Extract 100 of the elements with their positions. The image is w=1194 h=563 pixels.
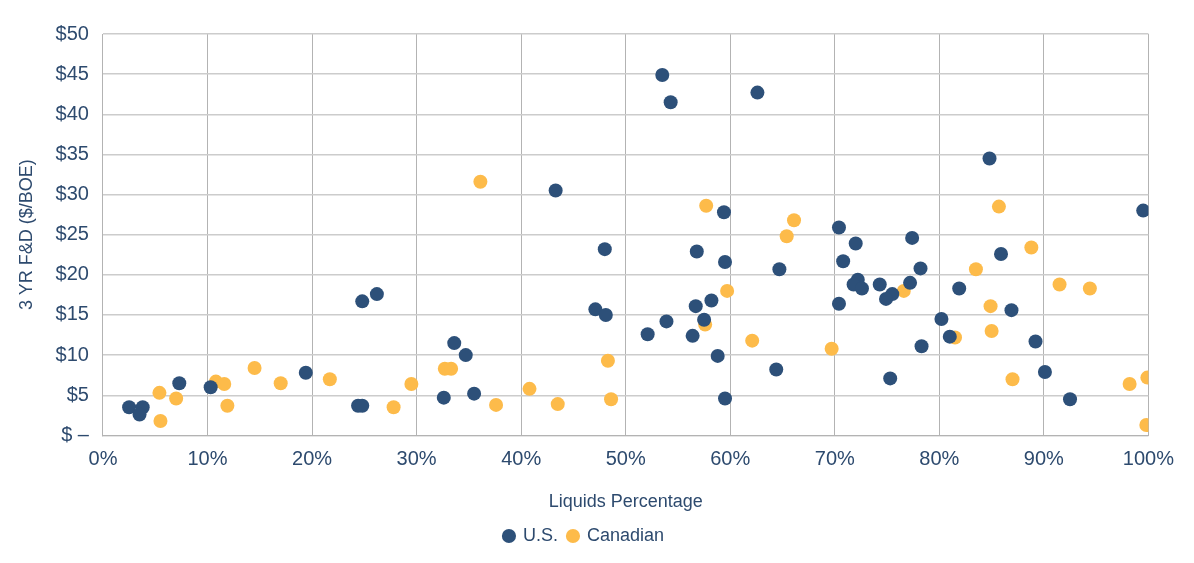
point (704, 293, 719, 308)
y-tick-label: $10 (55, 342, 89, 365)
x-tick-label: 20% (292, 446, 333, 469)
point (772, 262, 787, 277)
x-tick-label: 40% (501, 446, 542, 469)
point (247, 360, 262, 375)
point (982, 151, 997, 166)
point (1004, 303, 1019, 318)
point (447, 336, 462, 351)
point (831, 296, 846, 311)
point (169, 391, 184, 406)
x-tick-label: 70% (814, 446, 856, 469)
point (273, 376, 288, 391)
point (1005, 372, 1020, 387)
point (718, 391, 733, 406)
y-tick-label: $15 (55, 302, 89, 325)
x-tick-label: 30% (396, 446, 437, 469)
point (745, 333, 760, 348)
point (689, 244, 704, 259)
point (355, 294, 370, 309)
x-tick-label: 0% (88, 446, 118, 469)
point (132, 407, 147, 422)
point (597, 242, 612, 257)
point (1052, 277, 1067, 292)
point (436, 390, 451, 405)
point (716, 205, 731, 220)
point (404, 377, 419, 392)
x-tick-label: 10% (187, 446, 228, 469)
point (369, 287, 384, 302)
point (1122, 377, 1137, 392)
y-tick-label: $40 (55, 101, 89, 124)
point (122, 400, 137, 415)
point (203, 380, 218, 395)
point (710, 348, 725, 363)
point (688, 299, 703, 314)
point (217, 377, 232, 392)
point (779, 229, 794, 244)
y-tick-label: $35 (55, 141, 89, 164)
point (640, 327, 655, 342)
point (298, 365, 313, 380)
point (1082, 281, 1097, 296)
point (697, 312, 712, 327)
point (994, 246, 1009, 261)
point (604, 392, 619, 407)
point (153, 413, 168, 428)
y-tick-label: $ – (61, 422, 90, 445)
y-tick-label: $30 (55, 182, 89, 205)
point (473, 174, 488, 189)
point (588, 302, 603, 317)
point (991, 199, 1006, 214)
y-tick-label: $20 (55, 262, 89, 285)
y-axis-title: 3 YR F&D ($/BOE) (15, 159, 36, 311)
point (220, 398, 235, 413)
point (598, 307, 613, 322)
point (1063, 392, 1078, 407)
point (1028, 334, 1043, 349)
point (699, 198, 714, 213)
point (655, 67, 670, 82)
point (685, 328, 700, 343)
point (467, 386, 482, 401)
point (952, 281, 967, 296)
point (824, 341, 839, 356)
point (152, 385, 167, 400)
point (548, 183, 563, 198)
point (663, 95, 678, 110)
point (386, 400, 401, 415)
point (522, 381, 537, 396)
point (489, 397, 504, 412)
x-axis-title: Liquids Percentage (548, 491, 703, 512)
point (750, 85, 765, 100)
point (787, 213, 802, 228)
point (848, 236, 863, 251)
point (914, 339, 929, 354)
point (913, 261, 928, 276)
point (903, 275, 918, 290)
point (550, 397, 565, 412)
point (1136, 203, 1149, 218)
point (905, 230, 920, 245)
y-tick-label: $25 (55, 222, 89, 245)
point (942, 329, 957, 344)
point (720, 283, 735, 298)
x-tick-label: 80% (919, 446, 960, 469)
point (322, 372, 337, 387)
point (879, 291, 894, 306)
point (659, 314, 674, 329)
x-tick-label: 90% (1023, 446, 1065, 469)
point (769, 362, 784, 377)
point (1037, 364, 1052, 379)
y-tick-label: $5 (66, 382, 89, 405)
y-tick-label: $45 (55, 61, 89, 84)
legend-label: U.S. (522, 524, 558, 545)
point (854, 281, 869, 296)
legend-label: Canadian (586, 524, 665, 545)
point (934, 311, 949, 326)
x-tick-label: 100% (1122, 446, 1175, 469)
point (872, 277, 887, 292)
point (968, 262, 983, 277)
point (831, 220, 846, 235)
point (836, 254, 851, 269)
point (1024, 240, 1039, 255)
